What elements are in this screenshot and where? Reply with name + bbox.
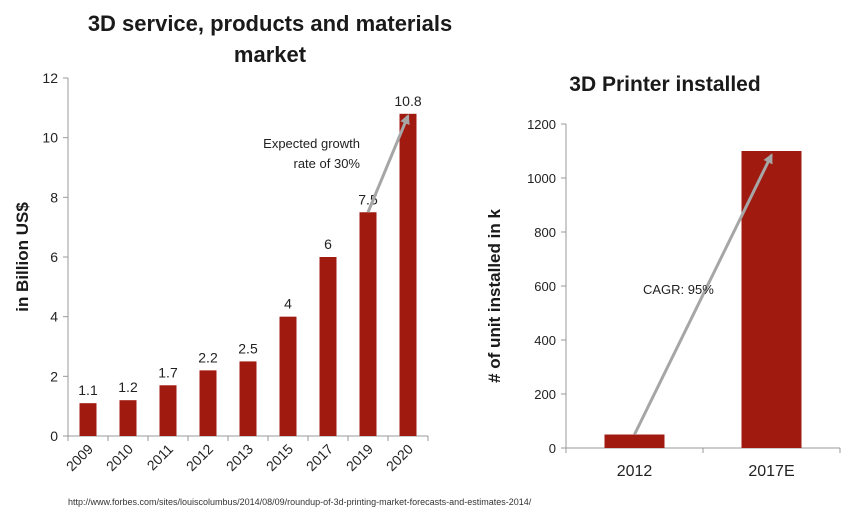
left-data-label: 1.2 bbox=[118, 379, 138, 395]
right-y-tick-label: 400 bbox=[534, 333, 556, 348]
left-data-label: 2.2 bbox=[198, 349, 218, 365]
left-x-tick-label: 2013 bbox=[223, 441, 256, 474]
left-bar-2019 bbox=[359, 212, 377, 436]
right-y-axis-title: # of unit installed in k bbox=[485, 209, 504, 383]
right-y-tick-label: 600 bbox=[534, 279, 556, 294]
left-bar-2015 bbox=[279, 316, 297, 436]
left-x-tick-label: 2019 bbox=[343, 441, 376, 474]
left-data-label: 2.5 bbox=[238, 340, 258, 356]
right-cagr-arrow bbox=[633, 153, 773, 436]
left-data-label: 10.8 bbox=[394, 93, 421, 109]
left-bar-2013 bbox=[239, 361, 257, 436]
left-x-tick-label: 2009 bbox=[63, 441, 96, 474]
left-x-tick-label: 2017 bbox=[303, 441, 336, 474]
right-x-tick-label: 2017E bbox=[748, 463, 794, 480]
left-y-tick-label: 8 bbox=[50, 189, 58, 205]
right-x-tick-label: 2012 bbox=[617, 463, 653, 480]
left-y-tick-label: 6 bbox=[50, 249, 58, 265]
left-bar-2017 bbox=[319, 257, 337, 436]
right-bar-2017E bbox=[741, 151, 802, 448]
left-data-label: 6 bbox=[324, 236, 332, 252]
left-data-label: 1.7 bbox=[158, 364, 178, 380]
left-y-tick-label: 0 bbox=[50, 428, 58, 444]
left-growth-arrow bbox=[366, 113, 410, 213]
left-bar-2011 bbox=[159, 385, 177, 436]
right-chart-title: 3D Printer installed bbox=[569, 73, 761, 96]
left-bar-2020 bbox=[399, 113, 417, 437]
left-data-label: 1.1 bbox=[78, 382, 98, 398]
right-y-tick-label: 800 bbox=[534, 225, 556, 240]
right-y-tick-label: 1000 bbox=[527, 171, 556, 186]
left-y-tick-label: 10 bbox=[42, 130, 58, 146]
right-cagr-annotation: CAGR: 95% bbox=[643, 282, 714, 297]
right-y-tick-label: 1200 bbox=[527, 117, 556, 132]
left-y-axis-title: in Billion US$ bbox=[13, 202, 32, 312]
right-bar-2012 bbox=[604, 434, 665, 448]
left-x-tick-label: 2015 bbox=[263, 441, 296, 474]
left-y-tick-label: 2 bbox=[50, 368, 58, 384]
left-x-tick-label: 2012 bbox=[183, 441, 216, 474]
left-x-tick-label: 2010 bbox=[103, 441, 136, 474]
left-growth-annotation-line2: rate of 30% bbox=[294, 156, 361, 171]
source-citation: http://www.forbes.com/sites/louiscolumbu… bbox=[68, 497, 532, 507]
left-bar-2009 bbox=[79, 403, 97, 436]
right-y-tick-label: 0 bbox=[549, 441, 556, 456]
left-bar-chart: 0 2 4 6 8 10 12 in Billion US$ 1.1 2009 1.2 2010 1.7… bbox=[13, 70, 429, 474]
left-bar-2012 bbox=[199, 370, 217, 436]
left-chart-title: 3D service, products and materials marke… bbox=[87, 11, 453, 67]
left-growth-annotation-line1: Expected growth bbox=[263, 136, 360, 151]
right-bar-chart: 0 200 400 600 800 1000 1200 # of unit installed… bbox=[485, 117, 841, 480]
left-x-tick-label: 2020 bbox=[383, 441, 416, 474]
right-y-tick-label: 200 bbox=[534, 387, 556, 402]
left-bar-2010 bbox=[119, 400, 137, 436]
left-data-label: 4 bbox=[284, 296, 292, 312]
left-y-tick-label: 12 bbox=[42, 70, 58, 86]
left-x-tick-label: 2011 bbox=[144, 441, 177, 474]
left-y-tick-label: 4 bbox=[50, 309, 58, 325]
